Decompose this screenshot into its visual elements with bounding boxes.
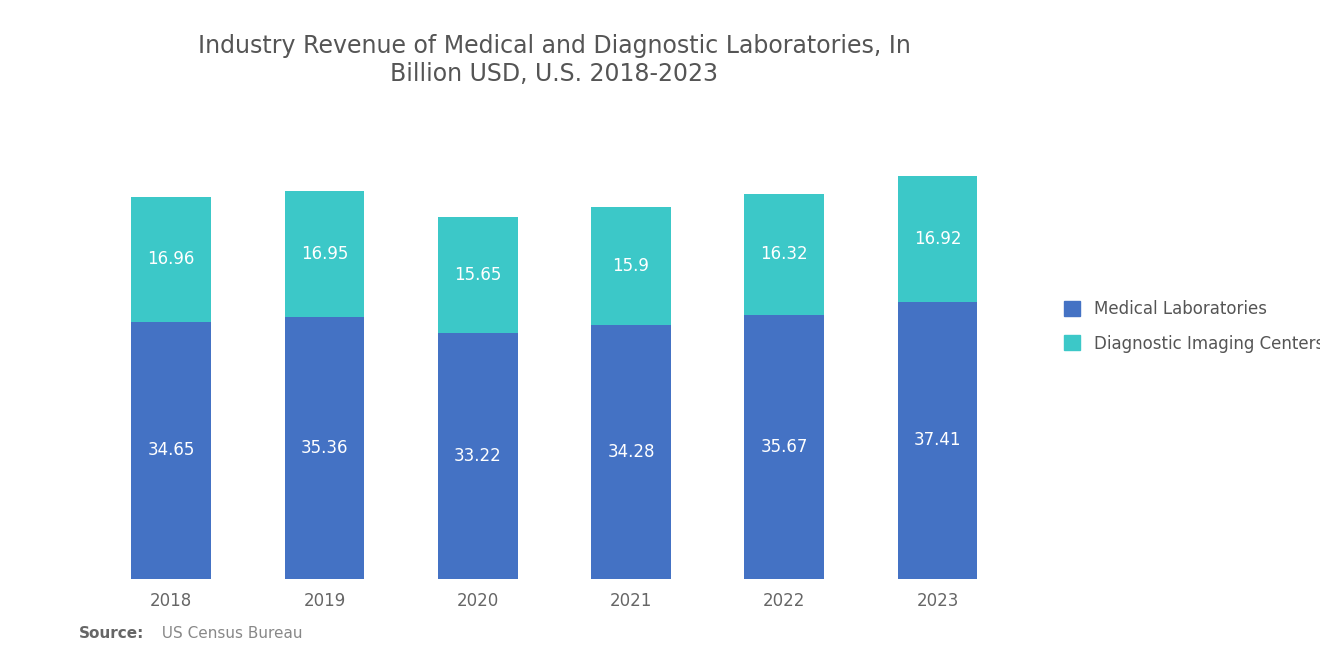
Text: 15.9: 15.9 [612, 257, 649, 275]
Text: Source:: Source: [79, 626, 145, 642]
Text: 35.36: 35.36 [301, 439, 348, 457]
Text: 34.65: 34.65 [148, 442, 195, 460]
Bar [285, 192, 364, 317]
Text: US Census Bureau: US Census Bureau [152, 626, 302, 642]
Text: 16.96: 16.96 [148, 250, 195, 269]
Bar [744, 315, 824, 579]
Bar [285, 317, 364, 579]
Text: 35.67: 35.67 [760, 438, 808, 456]
Bar [898, 176, 978, 302]
Bar [131, 322, 211, 579]
Text: 16.95: 16.95 [301, 245, 348, 263]
Text: 34.28: 34.28 [607, 443, 655, 461]
Bar [438, 217, 517, 332]
Text: 37.41: 37.41 [913, 431, 961, 449]
Text: 15.65: 15.65 [454, 266, 502, 284]
Bar [898, 302, 978, 579]
Title: Industry Revenue of Medical and Diagnostic Laboratories, In
Billion USD, U.S. 20: Industry Revenue of Medical and Diagnost… [198, 34, 911, 86]
Bar [591, 325, 671, 579]
Text: 16.92: 16.92 [913, 230, 961, 248]
Bar [591, 207, 671, 325]
Text: 33.22: 33.22 [454, 447, 502, 465]
Bar [438, 332, 517, 579]
Bar [744, 194, 824, 315]
Text: 16.32: 16.32 [760, 245, 808, 263]
Bar [131, 197, 211, 322]
Legend: Medical Laboratories, Diagnostic Imaging Centers: Medical Laboratories, Diagnostic Imaging… [1057, 293, 1320, 359]
